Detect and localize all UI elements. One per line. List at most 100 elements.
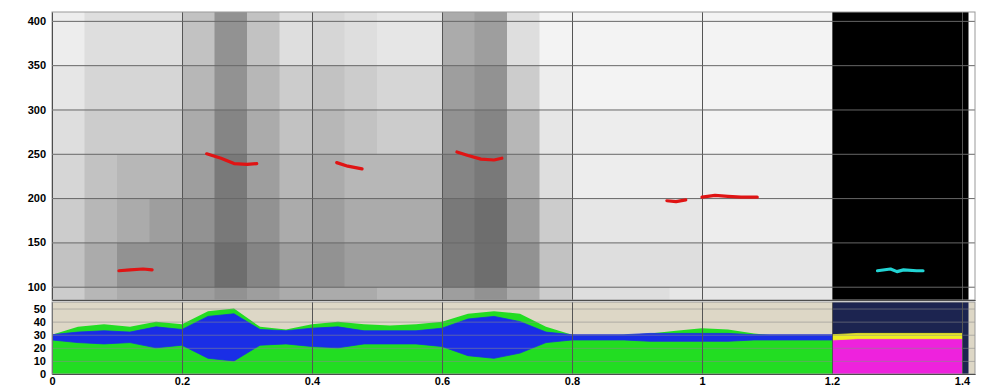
spectrogram-cell: [670, 198, 703, 243]
spectrogram-cell: [605, 12, 638, 66]
grid-line: [52, 198, 975, 199]
spectrogram-cell: [637, 109, 670, 154]
tick: [442, 12, 443, 300]
spectrogram-cell: [410, 242, 443, 287]
waveform-band: [832, 314, 962, 361]
spectrogram-cell: [475, 109, 508, 154]
spectrogram-cell: [410, 109, 443, 154]
spectrogram-cell: [280, 12, 313, 66]
grid-line: [52, 65, 975, 66]
spectrogram-cell: [52, 12, 85, 66]
spectrogram-cell: [85, 65, 118, 110]
spectrogram-cell: [85, 198, 118, 243]
plot-background: [52, 12, 975, 300]
selection: [832, 12, 969, 300]
spectrogram-cell: [572, 154, 605, 199]
grid-line: [702, 12, 703, 300]
grid-line: [442, 302, 443, 374]
spectrogram-cell: [345, 287, 378, 300]
spectrogram-cell: [507, 12, 540, 66]
spectrogram-cell: [800, 287, 833, 300]
spectrogram-cell: [52, 154, 85, 199]
grid-line: [52, 348, 975, 349]
spectrogram-cell: [117, 109, 150, 154]
spectrogram-cell: [767, 287, 800, 300]
pitch-line: [119, 152, 757, 271]
spectrogram-cell: [52, 109, 85, 154]
spectrogram-cell: [735, 154, 768, 199]
spectrogram-cell: [670, 109, 703, 154]
spectrogram-cell: [572, 198, 605, 243]
spectrogram-cell: [312, 154, 345, 199]
grid-line: [702, 302, 703, 374]
spectrogram-cell: [702, 287, 735, 300]
spectrogram-cell: [215, 109, 248, 154]
spectrogram-cell: [605, 154, 638, 199]
tick: 50: [34, 303, 975, 315]
spectrogram-cell: [182, 287, 215, 300]
spectrogram-cell: [767, 109, 800, 154]
spectrogram-cell: [507, 242, 540, 287]
x-grid: [53, 12, 976, 301]
spectrogram-cell: [345, 65, 378, 110]
spectrogram-cell: [767, 198, 800, 243]
spectrogram-cell: [345, 242, 378, 287]
tick: 400: [28, 15, 975, 27]
grid-line: [52, 109, 975, 110]
spectrogram-cell: [637, 12, 670, 66]
spectrogram-cell: [280, 198, 313, 243]
spectrogram-cell: [247, 242, 280, 287]
tick: 40: [34, 316, 975, 328]
grid-line: [52, 154, 975, 155]
tick-label: 300: [28, 103, 46, 115]
spectrogram-cell: [670, 65, 703, 110]
spectrogram-cell: [735, 242, 768, 287]
spectrogram-cell: [767, 154, 800, 199]
tick: 30: [34, 329, 975, 341]
spectrogram-cell: [442, 287, 475, 300]
spectrogram-cell: [800, 65, 833, 110]
spectrogram-cell: [800, 154, 833, 199]
spectrogram-cell: [312, 109, 345, 154]
spectrogram-cell: [735, 287, 768, 300]
grid-line: [312, 12, 313, 300]
energy-area: [832, 309, 962, 374]
spectrogram-cell: [475, 12, 508, 66]
tick-label: 0: [40, 368, 46, 380]
spectrogram-cell: [670, 154, 703, 199]
spectrogram-cell: [377, 242, 410, 287]
spectrogram-cell: [475, 287, 508, 300]
spectrogram-cell: [767, 242, 800, 287]
spectrogram-cell: [117, 65, 150, 110]
spectrogram-cell: [540, 65, 573, 110]
tick: 10: [34, 355, 975, 367]
spectrogram-cell: [572, 109, 605, 154]
spectrogram-cell: [312, 287, 345, 300]
spectrogram-cell: [800, 12, 833, 66]
grid-line: [52, 287, 975, 288]
spectrogram-cell: [605, 65, 638, 110]
spectrogram-cell: [215, 12, 248, 66]
spectrogram-cell: [670, 12, 703, 66]
grid-line: [962, 302, 963, 374]
spectrogram-cell: [442, 12, 475, 66]
spectrogram-cell: [605, 287, 638, 300]
spectrogram-cell: [702, 109, 735, 154]
spectrogram-cell: [247, 65, 280, 110]
grid-line: [572, 12, 573, 300]
spectrogram-cell: [605, 242, 638, 287]
spectrogram-cell: [182, 65, 215, 110]
spectrogram-cell: [150, 198, 183, 243]
plot-frame: [52, 302, 975, 374]
spectrogram-cell: [215, 242, 248, 287]
spectrogram-cell: [215, 154, 248, 199]
selected-waveform: [832, 309, 962, 374]
spectrogram-cell: [410, 12, 443, 66]
spectrogram-cell: [702, 65, 735, 110]
spectrogram-cell: [507, 109, 540, 154]
spectrogram-cell: [735, 12, 768, 66]
spectrogram-cell: [377, 65, 410, 110]
spectrogram-cell: [312, 242, 345, 287]
tick-label: 10: [34, 355, 46, 367]
tick-label: 50: [34, 303, 46, 315]
